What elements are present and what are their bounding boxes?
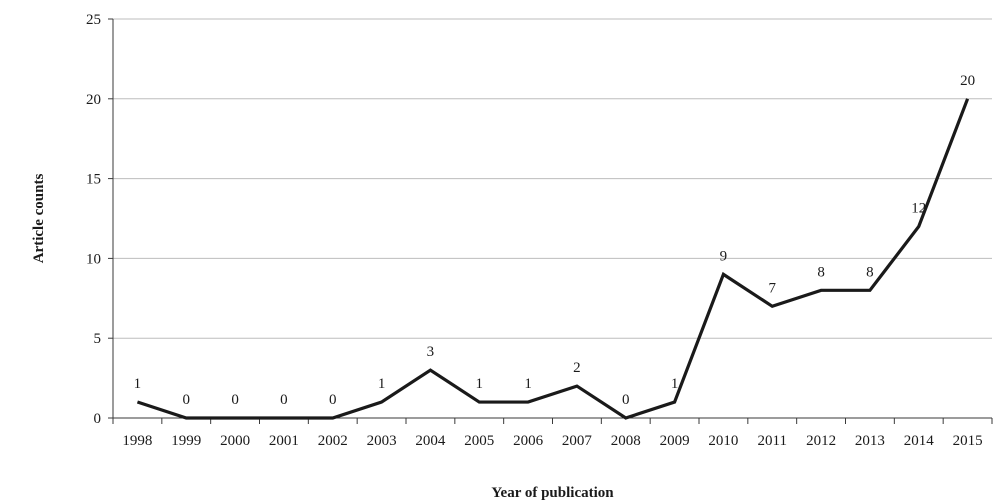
y-tick-label: 5 [94, 331, 102, 347]
x-tick-labels: 1998 1999 2000 2001 2002 2003 2004 2005 2006 2007… [112, 418, 993, 449]
x-tick-label: 1999 [171, 433, 201, 449]
y-tick-label: 25 [86, 12, 101, 28]
y-tick-label: 0 [94, 411, 102, 427]
data-label: 2 [573, 360, 581, 376]
data-label: 0 [622, 392, 630, 408]
x-tick-label: 2009 [660, 433, 690, 449]
x-axis-title: Year of publication [491, 485, 614, 501]
x-tick-label: 2000 [220, 433, 250, 449]
x-tick-label: 2004 [415, 433, 446, 449]
data-label: 1 [378, 376, 386, 392]
data-label: 7 [769, 280, 777, 296]
x-tick-label: 2011 [758, 433, 787, 449]
x-tick-label: 2008 [611, 433, 641, 449]
x-tick-label: 1998 [122, 433, 152, 449]
series-line [136, 98, 970, 420]
data-label: 0 [280, 392, 288, 408]
data-label: 1 [476, 376, 484, 392]
x-tick-label: 2015 [953, 433, 983, 449]
series [136, 98, 970, 420]
x-tick-label: 2013 [855, 433, 885, 449]
gridlines [113, 18, 992, 339]
data-label: 1 [134, 376, 142, 392]
x-tick-label: 2005 [464, 433, 494, 449]
data-label: 9 [720, 248, 728, 264]
data-label: 12 [911, 200, 926, 216]
data-label: 8 [866, 264, 874, 280]
data-label: 0 [329, 392, 337, 408]
y-tick-label: 15 [86, 172, 101, 188]
data-label: 0 [231, 392, 239, 408]
data-label: 1 [524, 376, 532, 392]
axes [112, 19, 992, 419]
data-label: 1 [671, 376, 679, 392]
x-tick-label: 2010 [708, 433, 738, 449]
x-tick-label: 2007 [562, 433, 593, 449]
x-tick-label: 2006 [513, 433, 544, 449]
y-tick-label: 10 [86, 251, 101, 267]
y-tick-label: 20 [86, 92, 101, 108]
x-tick-label: 2012 [806, 433, 836, 449]
y-tick-labels: 0 5 10 15 20 25 [86, 12, 113, 427]
data-label: 8 [817, 264, 825, 280]
x-tick-label: 2002 [318, 433, 348, 449]
x-tick-label: 2014 [904, 433, 935, 449]
x-tick-label: 2001 [269, 433, 299, 449]
data-label: 20 [960, 73, 975, 89]
y-axis-title: Article counts [31, 174, 47, 264]
x-tick-label: 2003 [367, 433, 397, 449]
data-label: 0 [183, 392, 191, 408]
data-label: 3 [427, 344, 435, 360]
